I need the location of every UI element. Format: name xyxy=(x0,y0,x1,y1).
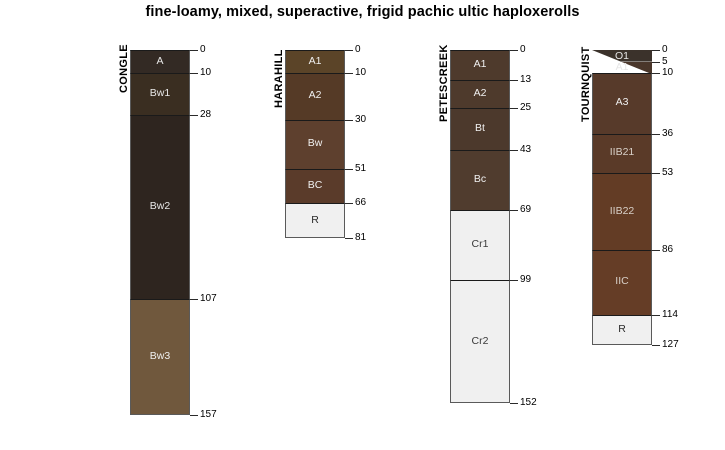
depth-tick-label: 10 xyxy=(355,67,367,79)
depth-tick xyxy=(190,50,198,51)
depth-tick xyxy=(190,299,198,300)
horizon-petescreek-a1 xyxy=(450,50,510,81)
depth-tick-label: 30 xyxy=(355,113,367,125)
depth-tick-label: 53 xyxy=(662,167,674,179)
horizon-tournquist-iib21 xyxy=(592,133,652,174)
depth-tick xyxy=(510,210,518,211)
horizon-harahill-bw xyxy=(285,119,345,169)
depth-tick-label: 127 xyxy=(662,339,679,351)
depth-tick xyxy=(652,50,660,51)
depth-tick-label: 0 xyxy=(355,44,361,55)
depth-tick xyxy=(190,73,198,74)
horizon-harahill-a1 xyxy=(285,50,345,74)
horizon-petescreek-bt xyxy=(450,108,510,150)
horizon-tournquist-iib22 xyxy=(592,173,652,250)
horizon-congle-bw1 xyxy=(130,73,190,116)
depth-tick-label: 86 xyxy=(662,243,674,255)
depth-tick xyxy=(652,250,660,251)
depth-tick-label: 25 xyxy=(520,102,532,114)
horizon-harahill-r xyxy=(285,203,345,239)
depth-tick-label: 13 xyxy=(520,74,532,86)
horizon-congle-a xyxy=(130,50,190,74)
horizon-congle-bw3 xyxy=(130,298,190,415)
depth-tick xyxy=(345,73,353,74)
depth-tick-label: 157 xyxy=(200,408,217,420)
depth-tick xyxy=(652,173,660,174)
depth-tick xyxy=(652,62,660,63)
horizon-harahill-bc xyxy=(285,168,345,204)
horizon-tournquist-a3 xyxy=(592,73,652,134)
depth-tick-label: 69 xyxy=(520,204,532,216)
horizon-petescreek-cr1 xyxy=(450,210,510,281)
depth-tick-label: 0 xyxy=(520,44,526,55)
depth-tick xyxy=(190,115,198,116)
depth-tick-label: 43 xyxy=(520,143,532,155)
depth-tick-label: 81 xyxy=(355,232,367,244)
depth-tick xyxy=(345,169,353,170)
depth-tick-label: 10 xyxy=(200,67,212,79)
horizon-congle-bw2 xyxy=(130,115,190,299)
depth-tick xyxy=(345,238,353,239)
page-title: fine-loamy, mixed, superactive, frigid p… xyxy=(145,4,580,20)
horizon-tournquist-r xyxy=(592,314,652,346)
depth-tick-label: 28 xyxy=(200,109,212,121)
horizon-petescreek-a2 xyxy=(450,80,510,109)
depth-tick-label: 0 xyxy=(200,44,206,55)
depth-tick-label: 114 xyxy=(662,308,678,320)
depth-tick-label: 0 xyxy=(662,44,668,55)
depth-tick xyxy=(652,345,660,346)
depth-tick-label: 66 xyxy=(355,197,367,209)
depth-tick-label: 5 xyxy=(662,55,668,67)
depth-tick-label: 99 xyxy=(520,274,532,286)
depth-tick xyxy=(510,50,518,51)
depth-tick-label: 51 xyxy=(355,162,367,174)
depth-tick-label: 36 xyxy=(662,127,674,139)
horizon-tournquist-a1 xyxy=(592,61,652,74)
depth-tick xyxy=(510,403,518,404)
depth-tick xyxy=(652,315,660,316)
depth-tick xyxy=(652,134,660,135)
depth-tick-label: 152 xyxy=(520,397,537,409)
depth-tick xyxy=(190,415,198,416)
horizon-tournquist-o1 xyxy=(592,50,652,62)
depth-tick xyxy=(345,120,353,121)
depth-tick xyxy=(510,80,518,81)
profile-label-harahill: HARAHILL xyxy=(273,48,285,108)
depth-tick xyxy=(345,203,353,204)
horizon-petescreek-bc xyxy=(450,149,510,211)
depth-tick xyxy=(510,280,518,281)
depth-tick xyxy=(510,150,518,151)
horizon-petescreek-cr2 xyxy=(450,280,510,404)
profile-label-congle: CONGLE xyxy=(118,44,130,94)
profile-label-tournquist: TOURNQUIST xyxy=(580,46,592,122)
depth-tick xyxy=(652,73,660,74)
depth-tick xyxy=(345,50,353,51)
horizon-harahill-a2 xyxy=(285,73,345,120)
depth-tick-label: 107 xyxy=(200,292,217,304)
horizon-tournquist-iic xyxy=(592,249,652,315)
depth-tick-label: 10 xyxy=(662,67,674,79)
profile-label-petescreek: PETESCREEK xyxy=(438,44,450,122)
depth-tick xyxy=(510,108,518,109)
